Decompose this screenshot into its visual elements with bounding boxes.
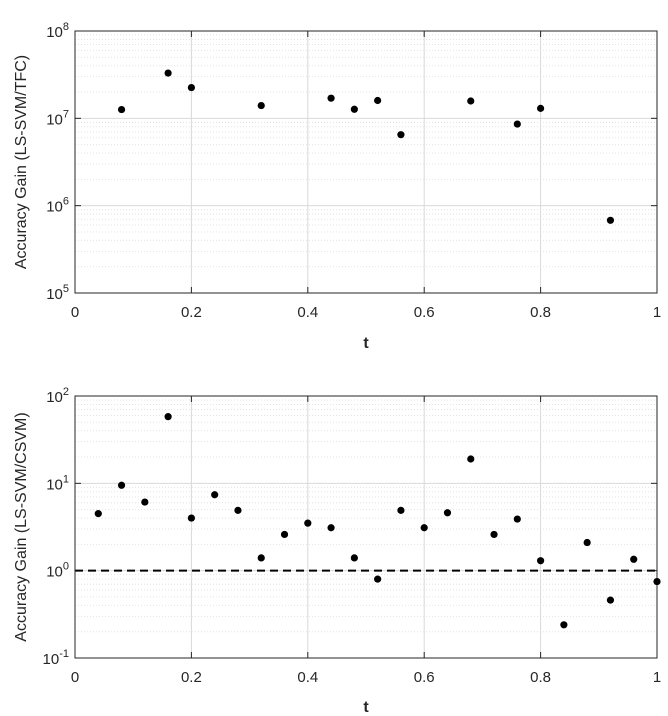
y-tick-label: 100 xyxy=(46,561,69,581)
x-tick-label: 0.6 xyxy=(414,304,435,321)
data-point xyxy=(280,530,289,539)
x-tick-label: 0.2 xyxy=(181,669,202,686)
data-point xyxy=(397,506,405,514)
x-tick-label: 1 xyxy=(653,304,661,321)
data-point xyxy=(327,524,335,532)
data-point xyxy=(537,104,545,112)
data-point xyxy=(164,413,172,421)
data-point xyxy=(187,83,195,92)
data-point xyxy=(513,120,521,128)
x-tick-label: 0.6 xyxy=(414,669,435,686)
x-tick-label: 0.2 xyxy=(181,304,202,321)
data-point xyxy=(187,514,195,522)
y-axis-label: Accuracy Gain (LS-SVM/CSVM) xyxy=(13,412,30,641)
x-tick-label: 0.4 xyxy=(297,669,318,686)
y-tick-label: 101 xyxy=(46,473,69,493)
x-axis-label: t xyxy=(363,699,369,716)
y-tick-label: 10-1 xyxy=(43,648,69,668)
data-point xyxy=(211,491,219,499)
data-point xyxy=(397,131,405,139)
y-axis-label: Accuracy Gain (LS-SVM/TFC) xyxy=(13,55,30,269)
data-point xyxy=(606,216,615,224)
data-point xyxy=(350,554,358,562)
data-point xyxy=(583,538,591,547)
x-tick-label: 0 xyxy=(71,304,79,321)
x-tick-label: 0 xyxy=(71,669,79,686)
x-tick-label: 1 xyxy=(653,669,661,686)
data-point xyxy=(327,94,335,102)
x-tick-label: 0.4 xyxy=(297,304,318,321)
axes-box xyxy=(74,30,658,294)
data-point xyxy=(513,515,521,523)
plot-panel-1: 0 0.2 0.4 0.6 0.8 1 105 106 107 108 t Accuracy Gain… xyxy=(13,21,661,352)
data-point xyxy=(467,455,475,463)
data-point xyxy=(560,621,568,629)
y-tick-label: 108 xyxy=(46,21,69,41)
x-axis-label: t xyxy=(363,335,369,352)
data-point xyxy=(94,510,102,518)
x-tick-label: 0.8 xyxy=(530,669,551,686)
data-point xyxy=(304,519,312,527)
axes-box xyxy=(74,395,658,659)
data-point xyxy=(117,105,126,114)
data-point xyxy=(443,509,452,517)
data-point xyxy=(164,69,172,77)
data-point xyxy=(420,524,428,532)
y-tick-label: 102 xyxy=(46,386,69,406)
data-point xyxy=(257,101,265,110)
data-point xyxy=(350,105,358,113)
data-point xyxy=(374,575,382,583)
data-point xyxy=(630,555,638,563)
data-point xyxy=(653,577,661,586)
plot-panel-2: 0 0.2 0.4 0.6 0.8 1 10-1 100 101 102 t Accuracy Gai… xyxy=(13,386,661,716)
data-point xyxy=(234,506,242,514)
data-point xyxy=(117,481,126,489)
data-point xyxy=(257,554,265,562)
data-point xyxy=(467,97,475,105)
y-tick-label: 105 xyxy=(46,283,69,303)
x-tick-label: 0.8 xyxy=(530,304,551,321)
y-tick-label: 107 xyxy=(46,108,69,128)
data-point xyxy=(606,596,615,604)
y-tick-label: 106 xyxy=(46,196,69,216)
data-point xyxy=(537,557,545,565)
data-point xyxy=(141,498,149,506)
data-point xyxy=(490,530,498,539)
data-point xyxy=(374,96,382,105)
